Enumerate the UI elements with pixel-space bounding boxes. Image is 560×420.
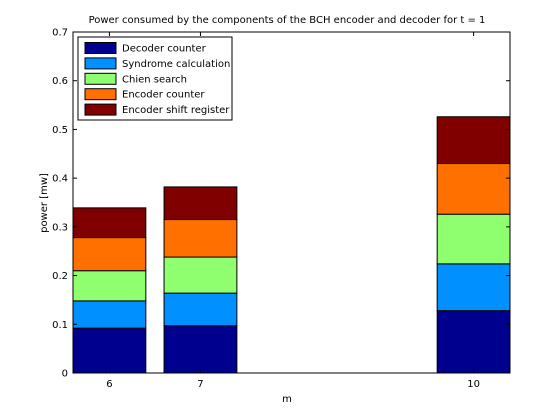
y-axis-label: power [mw] [39,173,50,233]
bar-segment-1-x-3 [436,310,511,374]
x-axis-label: m [282,394,292,405]
bar-segment-1-x-1 [72,327,147,374]
bar-segment-4-x-3 [436,163,511,215]
legend-swatch [84,72,117,85]
y-tick-label: 0.5 [52,125,68,136]
plot-frame [72,31,511,374]
bar-segment-2-x-3 [436,263,511,312]
bar-segment-3-x-3 [436,213,511,265]
bar-segment-3-x-2 [163,256,238,294]
legend-swatch [84,57,117,70]
legend-label: Syndrome calculation [122,59,230,70]
legend: Decoder counter Syndrome calculation Chien… [77,36,233,121]
legend-label: Encoder shift register [122,105,230,116]
legend-label: Encoder counter [122,90,205,101]
bar-segment-2-x-1 [72,300,147,329]
y-tick-label: 0.3 [52,222,68,233]
chart-title: Power consumed by the components of the … [89,15,486,26]
bars-layer [72,116,511,374]
bar-segment-4-x-2 [163,219,238,258]
bar-segment-5-x-2 [163,186,238,221]
x-tick-label: 10 [467,379,480,390]
y-tick-label: 0.7 [52,28,68,39]
y-tick-label: 0.6 [52,76,68,87]
legend-swatch [84,42,117,54]
x-tick-label: 7 [197,379,203,390]
bar-segment-2-x-2 [163,292,238,327]
bar-segment-5-x-1 [72,207,147,239]
x-axis-ticks: 6 7 10 [106,32,480,390]
y-tick-label: 0 [62,369,68,380]
y-tick-label: 0.4 [52,174,68,185]
legend-swatch [84,103,117,116]
bar-segment-1-x-2 [163,325,238,374]
bar-segment-3-x-1 [72,270,147,302]
legend-label: Decoder counter [122,44,207,55]
y-axis-ticks: 0 0.1 0.2 0.3 0.4 0.5 0.6 0.7 [52,28,510,380]
x-tick-label: 6 [106,379,112,390]
y-tick-label: 0.2 [52,271,68,282]
bar-segment-4-x-1 [72,237,147,272]
legend-label: Chien search [122,74,187,85]
y-tick-label: 0.1 [52,320,68,331]
bar-segment-5-x-3 [436,116,511,165]
legend-swatch [84,88,117,101]
